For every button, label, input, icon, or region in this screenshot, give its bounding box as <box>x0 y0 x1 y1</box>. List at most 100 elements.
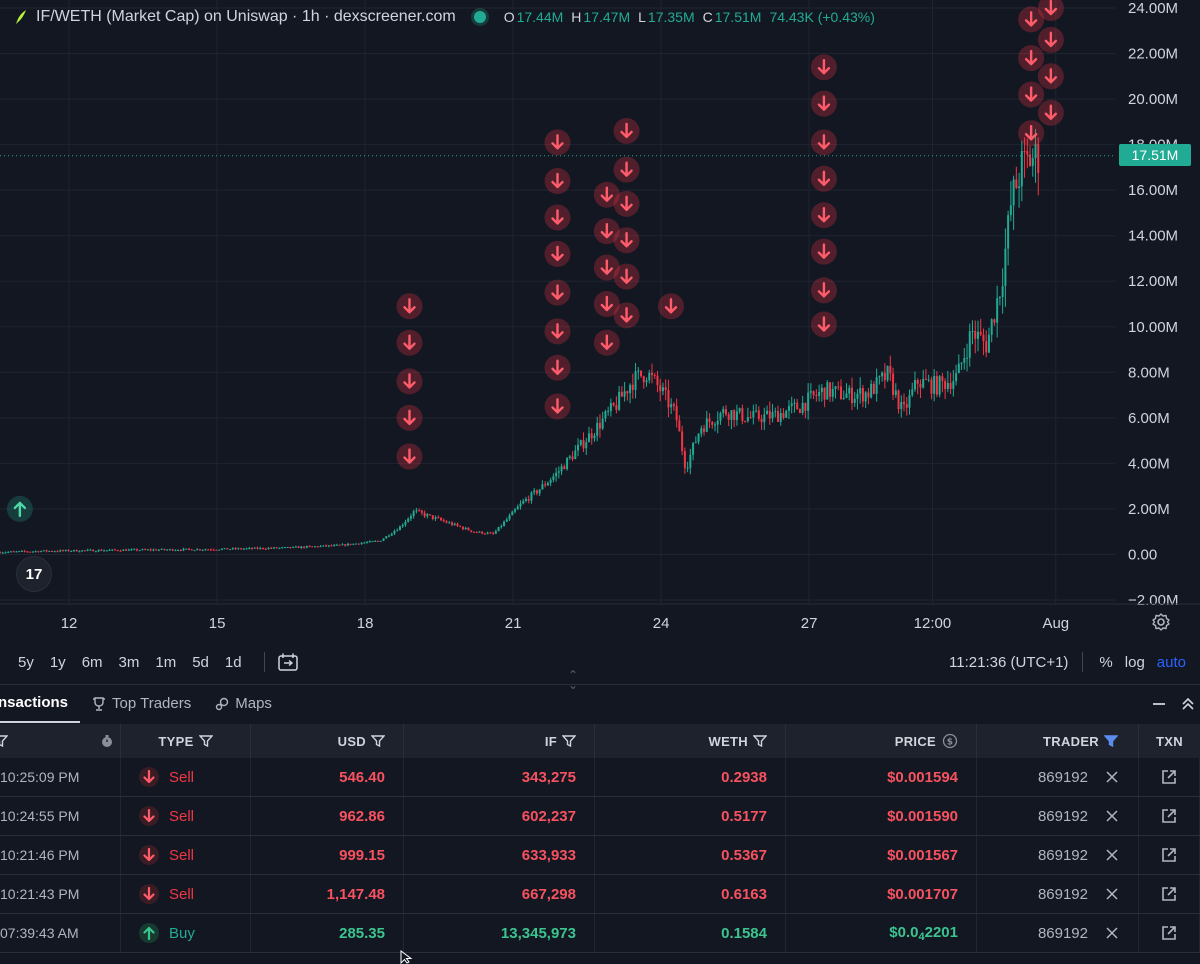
candle-body <box>283 547 286 549</box>
range-buttons: 5y 1y 6m 3m 1m 5d 1d <box>10 654 250 671</box>
tab-label: Top Traders <box>112 695 192 712</box>
candle-body <box>1037 143 1040 174</box>
candle-body <box>727 414 730 420</box>
row-if: 667,298 <box>404 875 595 913</box>
trader-id[interactable]: 869192 <box>1037 885 1088 903</box>
row-usd: 285.35 <box>251 914 404 952</box>
minimize-icon[interactable] <box>1152 697 1166 711</box>
candle-body <box>856 393 859 399</box>
candle-body <box>946 382 949 389</box>
candle-body <box>382 538 385 541</box>
date-column-header[interactable] <box>0 724 121 758</box>
table-row[interactable]: 10:25:09 PM Sell 546.40 343,275 0.2938 $0.001… <box>0 758 1200 797</box>
candle-body <box>511 511 514 516</box>
external-link-icon[interactable] <box>1161 925 1177 941</box>
external-link-icon[interactable] <box>1161 847 1177 863</box>
table-row[interactable]: 10:21:46 PM Sell 999.15 633,933 0.5367 $0.001… <box>0 836 1200 875</box>
filter-icon[interactable] <box>0 735 8 747</box>
trader-id[interactable]: 869192 <box>1037 846 1088 864</box>
candle-body <box>768 410 771 419</box>
candle-body <box>442 520 445 522</box>
price-chart[interactable]: 24.00M22.00M20.00M18.00M16.00M14.00M12.0… <box>0 0 1200 640</box>
range-button-1y[interactable]: 1y <box>49 653 66 671</box>
filter-icon[interactable] <box>371 735 385 747</box>
row-txn <box>1139 758 1200 796</box>
usd-column-header[interactable]: USD <box>251 724 404 758</box>
trader-id[interactable]: 869192 <box>1037 807 1088 825</box>
range-button-1d[interactable]: 1d <box>224 653 242 671</box>
candle-body <box>434 517 437 519</box>
candle-body <box>566 457 569 470</box>
candle-body <box>533 490 536 493</box>
external-link-icon[interactable] <box>1161 886 1177 902</box>
gear-icon[interactable] <box>1151 612 1171 632</box>
range-button-6m[interactable]: 6m <box>81 653 103 671</box>
tab-maps[interactable]: Maps <box>203 685 284 723</box>
ohlc-value: 17.47M <box>583 9 631 25</box>
candle-body <box>1007 215 1010 249</box>
chart-area[interactable]: 24.00M22.00M20.00M18.00M16.00M14.00M12.0… <box>0 0 1200 640</box>
percent-toggle[interactable]: % <box>1099 653 1113 671</box>
candle-body <box>190 549 193 551</box>
tab-top-traders[interactable]: Top Traders <box>80 685 203 723</box>
candle-body <box>883 372 886 381</box>
candle-body <box>335 544 338 546</box>
filter-icon[interactable] <box>753 735 767 747</box>
chevron-up-double-icon[interactable] <box>1182 697 1194 711</box>
tradingview-logo-icon[interactable]: 17 <box>16 556 52 592</box>
table-row[interactable]: 10:21:43 PM Sell 1,147.48 667,298 0.6163 $0.0… <box>0 875 1200 914</box>
candle-body <box>549 479 552 483</box>
clear-filter-icon[interactable] <box>1106 810 1118 822</box>
sell-marker-icon <box>620 195 633 212</box>
clear-filter-icon[interactable] <box>1106 927 1118 939</box>
candle-body <box>598 422 601 429</box>
candle-body <box>9 551 12 553</box>
candle-body <box>955 373 958 382</box>
panel-resize-handle[interactable]: ⌃ ⌄ <box>567 668 579 692</box>
range-button-1m[interactable]: 1m <box>155 653 177 671</box>
candle-body <box>275 547 278 549</box>
row-weth: 0.2938 <box>595 758 786 796</box>
sell-marker-icon <box>600 259 614 275</box>
calendar-range-icon[interactable] <box>263 652 299 672</box>
clear-filter-icon[interactable] <box>1106 888 1118 900</box>
arrow-up-icon <box>139 923 159 943</box>
range-button-5d[interactable]: 5d <box>192 653 209 671</box>
type-column-header[interactable]: TYPE <box>121 724 251 758</box>
candle-body <box>612 403 615 406</box>
filter-icon[interactable] <box>198 735 213 747</box>
row-time: 10:21:46 PM <box>0 836 121 874</box>
price-value: $0.001567 <box>887 846 958 864</box>
sell-marker-icon <box>1044 104 1058 120</box>
external-link-icon[interactable] <box>1161 769 1177 785</box>
log-toggle[interactable]: log <box>1124 653 1145 671</box>
candle-body <box>83 550 86 552</box>
dollar-circle-icon[interactable]: $ <box>942 733 958 749</box>
candle-body <box>842 397 845 399</box>
table-row[interactable]: 10:24:55 PM Sell 962.86 602,237 0.5177 $0.001… <box>0 797 1200 836</box>
weth-column-header[interactable]: WETH <box>595 724 786 758</box>
tab-transactions[interactable]: nsactions <box>0 685 81 723</box>
auto-scale-toggle[interactable]: auto <box>1156 653 1186 671</box>
trader-column-header[interactable]: TRADER <box>977 724 1139 758</box>
external-link-icon[interactable] <box>1161 808 1177 824</box>
candle-body <box>752 411 755 418</box>
range-button-5y[interactable]: 5y <box>18 653 34 671</box>
range-button-3m[interactable]: 3m <box>118 653 140 671</box>
candle-body <box>1001 286 1004 298</box>
if-column-header[interactable]: IF <box>404 724 595 758</box>
candle-body <box>377 540 380 542</box>
clear-filter-icon[interactable] <box>1106 771 1118 783</box>
filter-icon[interactable] <box>562 735 576 747</box>
candle-body <box>412 511 415 517</box>
ohlc-value: 17.44M <box>516 9 564 25</box>
table-row[interactable]: 07:39:43 AM Buy 285.35 13,345,973 0.1584 $0.0… <box>0 914 1200 953</box>
price-column-header[interactable]: PRICE $ <box>786 724 977 758</box>
candle-body <box>640 370 643 377</box>
stopwatch-icon[interactable] <box>100 734 114 748</box>
timezone-clock[interactable]: 11:21:36 (UTC+1) <box>949 653 1069 671</box>
filter-active-icon[interactable] <box>1104 735 1118 747</box>
trader-id[interactable]: 869192 <box>1037 768 1088 786</box>
trader-id[interactable]: 869192 <box>1037 924 1088 942</box>
clear-filter-icon[interactable] <box>1106 849 1118 861</box>
